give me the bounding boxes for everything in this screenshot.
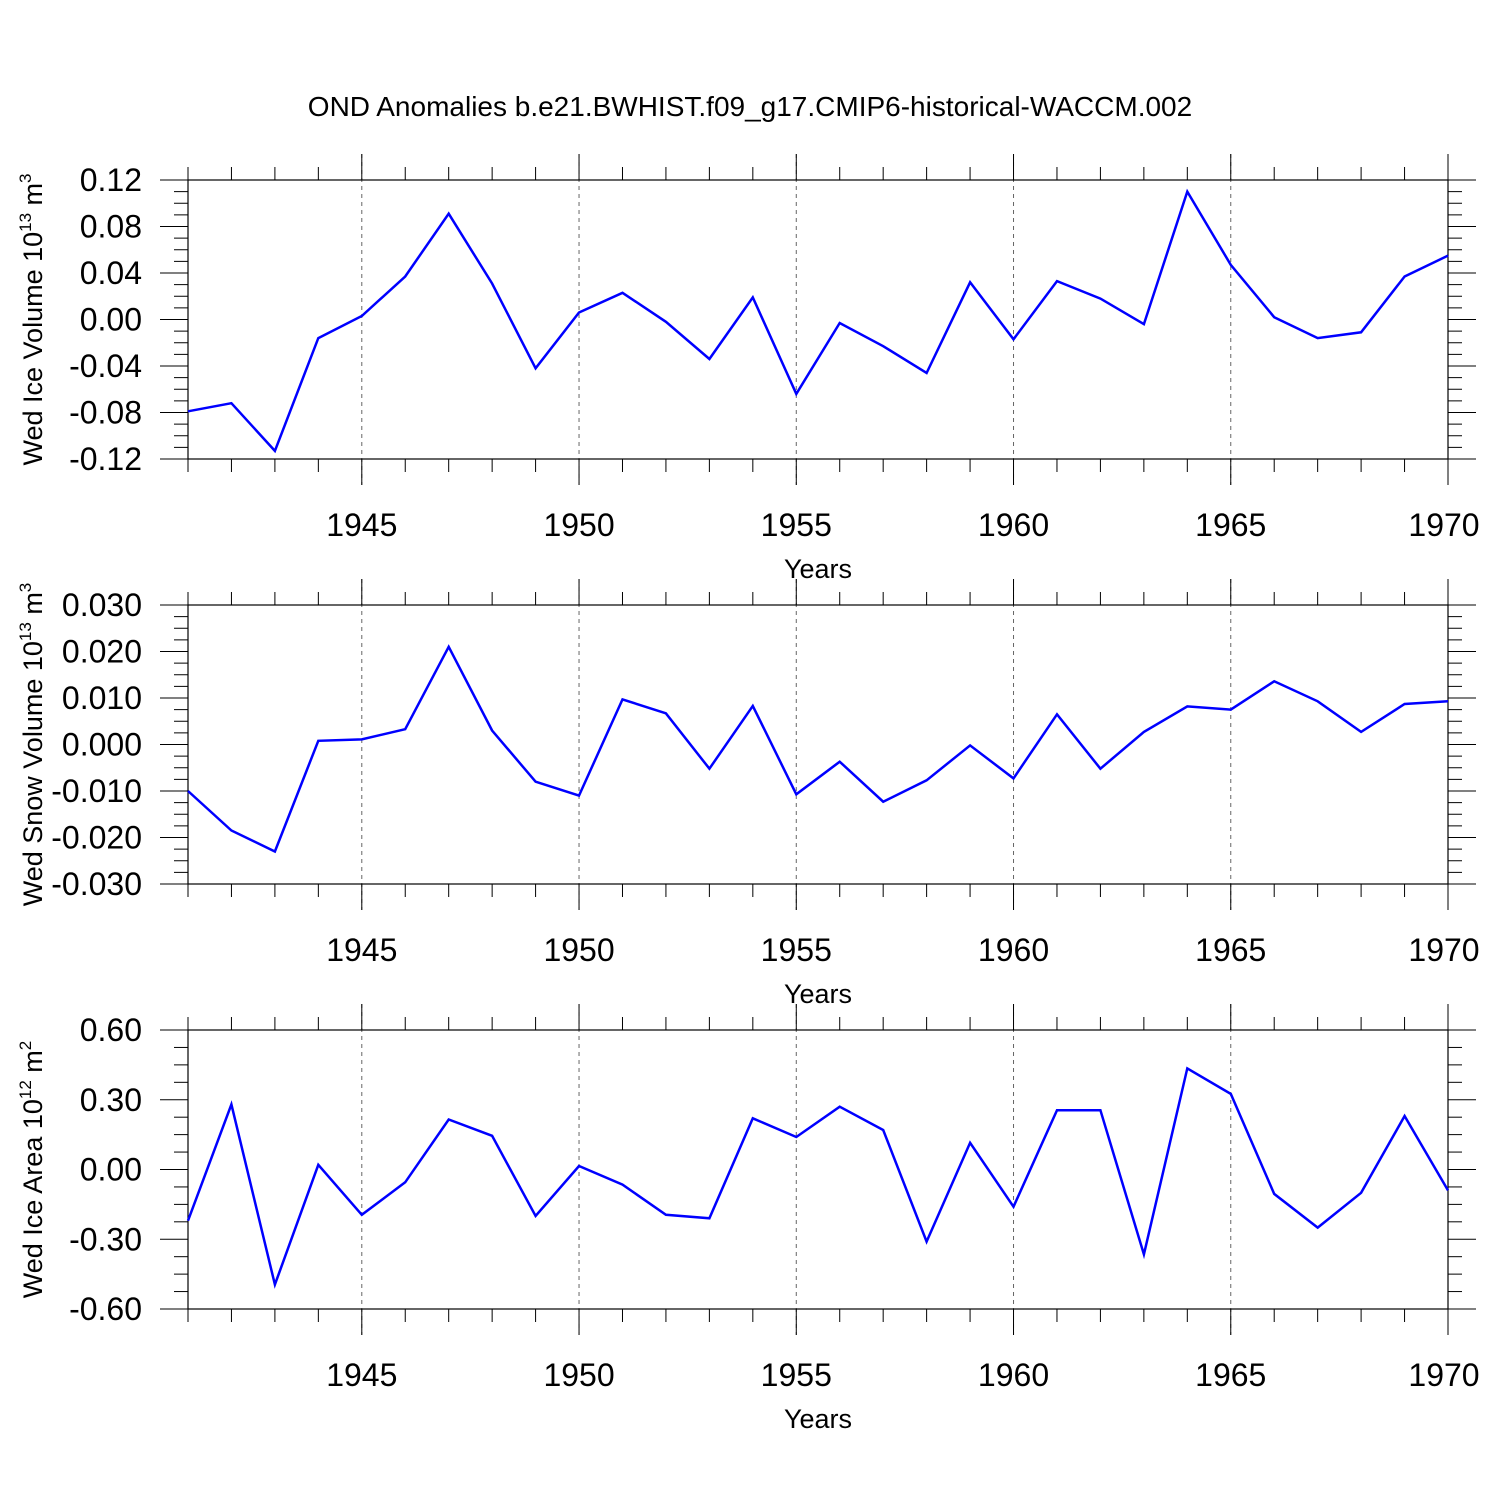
chart-panel-2: -0.030 -0.020 -0.010 0.000 0.010 0.020 0.030 19… xyxy=(16,579,1480,1009)
y-axis-label-text: Wed Ice Volume 10 xyxy=(18,232,48,466)
y-tick-label: 0.60 xyxy=(80,1012,142,1048)
y-axis-label-unit-exponent: 3 xyxy=(16,583,35,592)
x-tick-label: 1955 xyxy=(761,1357,832,1393)
x-tick-label: 1945 xyxy=(326,507,397,543)
y-axis-label: Wed Ice Volume 1013 m3 xyxy=(16,173,48,465)
y-tick-label: 0.04 xyxy=(80,255,142,291)
x-tick-label: 1955 xyxy=(761,932,832,968)
y-axis-label: Wed Snow Volume 1013 m3 xyxy=(16,583,48,907)
y-tick-label: -0.020 xyxy=(51,820,142,856)
y-tick-label: 0.08 xyxy=(80,209,142,245)
x-tick-label: 1950 xyxy=(543,932,614,968)
y-tick-label: 0.30 xyxy=(80,1082,142,1118)
plot-frame xyxy=(187,1029,1449,1310)
y-axis-label-exponent: 12 xyxy=(16,1080,35,1099)
y-tick-label: 0.00 xyxy=(80,1152,142,1188)
plot-frame xyxy=(187,179,1449,460)
y-axis-label-unit: m xyxy=(18,1050,48,1080)
figure-title: OND Anomalies b.e21.BWHIST.f09_g17.CMIP6… xyxy=(308,91,1192,122)
y-tick-label: -0.60 xyxy=(69,1291,142,1327)
y-tick-label: -0.08 xyxy=(69,395,142,431)
plot-frame xyxy=(187,604,1449,885)
y-tick-label: 0.030 xyxy=(62,587,142,623)
x-tick-label: 1970 xyxy=(1408,932,1479,968)
x-axis-label: Years xyxy=(784,1404,852,1434)
x-tick-label: 1965 xyxy=(1195,1357,1266,1393)
x-tick-label: 1965 xyxy=(1195,507,1266,543)
y-axis-label-exponent: 13 xyxy=(16,622,35,641)
x-tick-label: 1970 xyxy=(1408,1357,1479,1393)
x-tick-label: 1960 xyxy=(978,507,1049,543)
x-tick-label: 1955 xyxy=(761,507,832,543)
y-axis-label-exponent: 13 xyxy=(16,213,35,232)
y-axis-label-text: Wed Snow Volume 10 xyxy=(18,641,48,906)
y-tick-label: 0.12 xyxy=(80,162,142,198)
y-tick-label: -0.04 xyxy=(69,348,142,384)
y-axis-label-unit-exponent: 3 xyxy=(16,173,35,182)
y-axis-label-text: Wed Ice Area 10 xyxy=(18,1099,48,1298)
y-tick-label: -0.30 xyxy=(69,1221,142,1257)
y-axis-label-unit: m xyxy=(18,592,48,622)
x-tick-label: 1950 xyxy=(543,507,614,543)
x-tick-label: 1945 xyxy=(326,1357,397,1393)
y-axis-label-unit-exponent: 2 xyxy=(16,1041,35,1050)
y-tick-label: 0.020 xyxy=(62,634,142,670)
y-tick-label: -0.030 xyxy=(51,866,142,902)
x-axis-label: Years xyxy=(784,554,852,584)
y-tick-label: 0.000 xyxy=(62,727,142,763)
chart-panel-1: -0.12 -0.08 -0.04 0.00 0.04 0.08 0.12 1945 1950 1… xyxy=(16,154,1480,584)
x-tick-label: 1960 xyxy=(978,1357,1049,1393)
x-tick-label: 1950 xyxy=(543,1357,614,1393)
y-axis-label: Wed Ice Area 1012 m2 xyxy=(16,1041,48,1299)
chart-panel-3: -0.60 -0.30 0.00 0.30 0.60 1945 1950 1955 1960 19… xyxy=(16,1004,1480,1434)
series-line-1 xyxy=(187,188,1449,454)
series-line-1 xyxy=(187,644,1449,854)
y-tick-label: -0.12 xyxy=(69,441,142,477)
y-tick-label: 0.00 xyxy=(80,302,142,338)
y-tick-label: -0.010 xyxy=(51,773,142,809)
x-tick-label: 1945 xyxy=(326,932,397,968)
x-axis-label: Years xyxy=(784,979,852,1009)
x-tick-label: 1960 xyxy=(978,932,1049,968)
y-tick-label: 0.010 xyxy=(62,680,142,716)
series-line-1 xyxy=(186,1066,1450,1289)
y-axis-label-unit: m xyxy=(18,183,48,213)
x-tick-label: 1965 xyxy=(1195,932,1266,968)
x-tick-label: 1970 xyxy=(1408,507,1479,543)
